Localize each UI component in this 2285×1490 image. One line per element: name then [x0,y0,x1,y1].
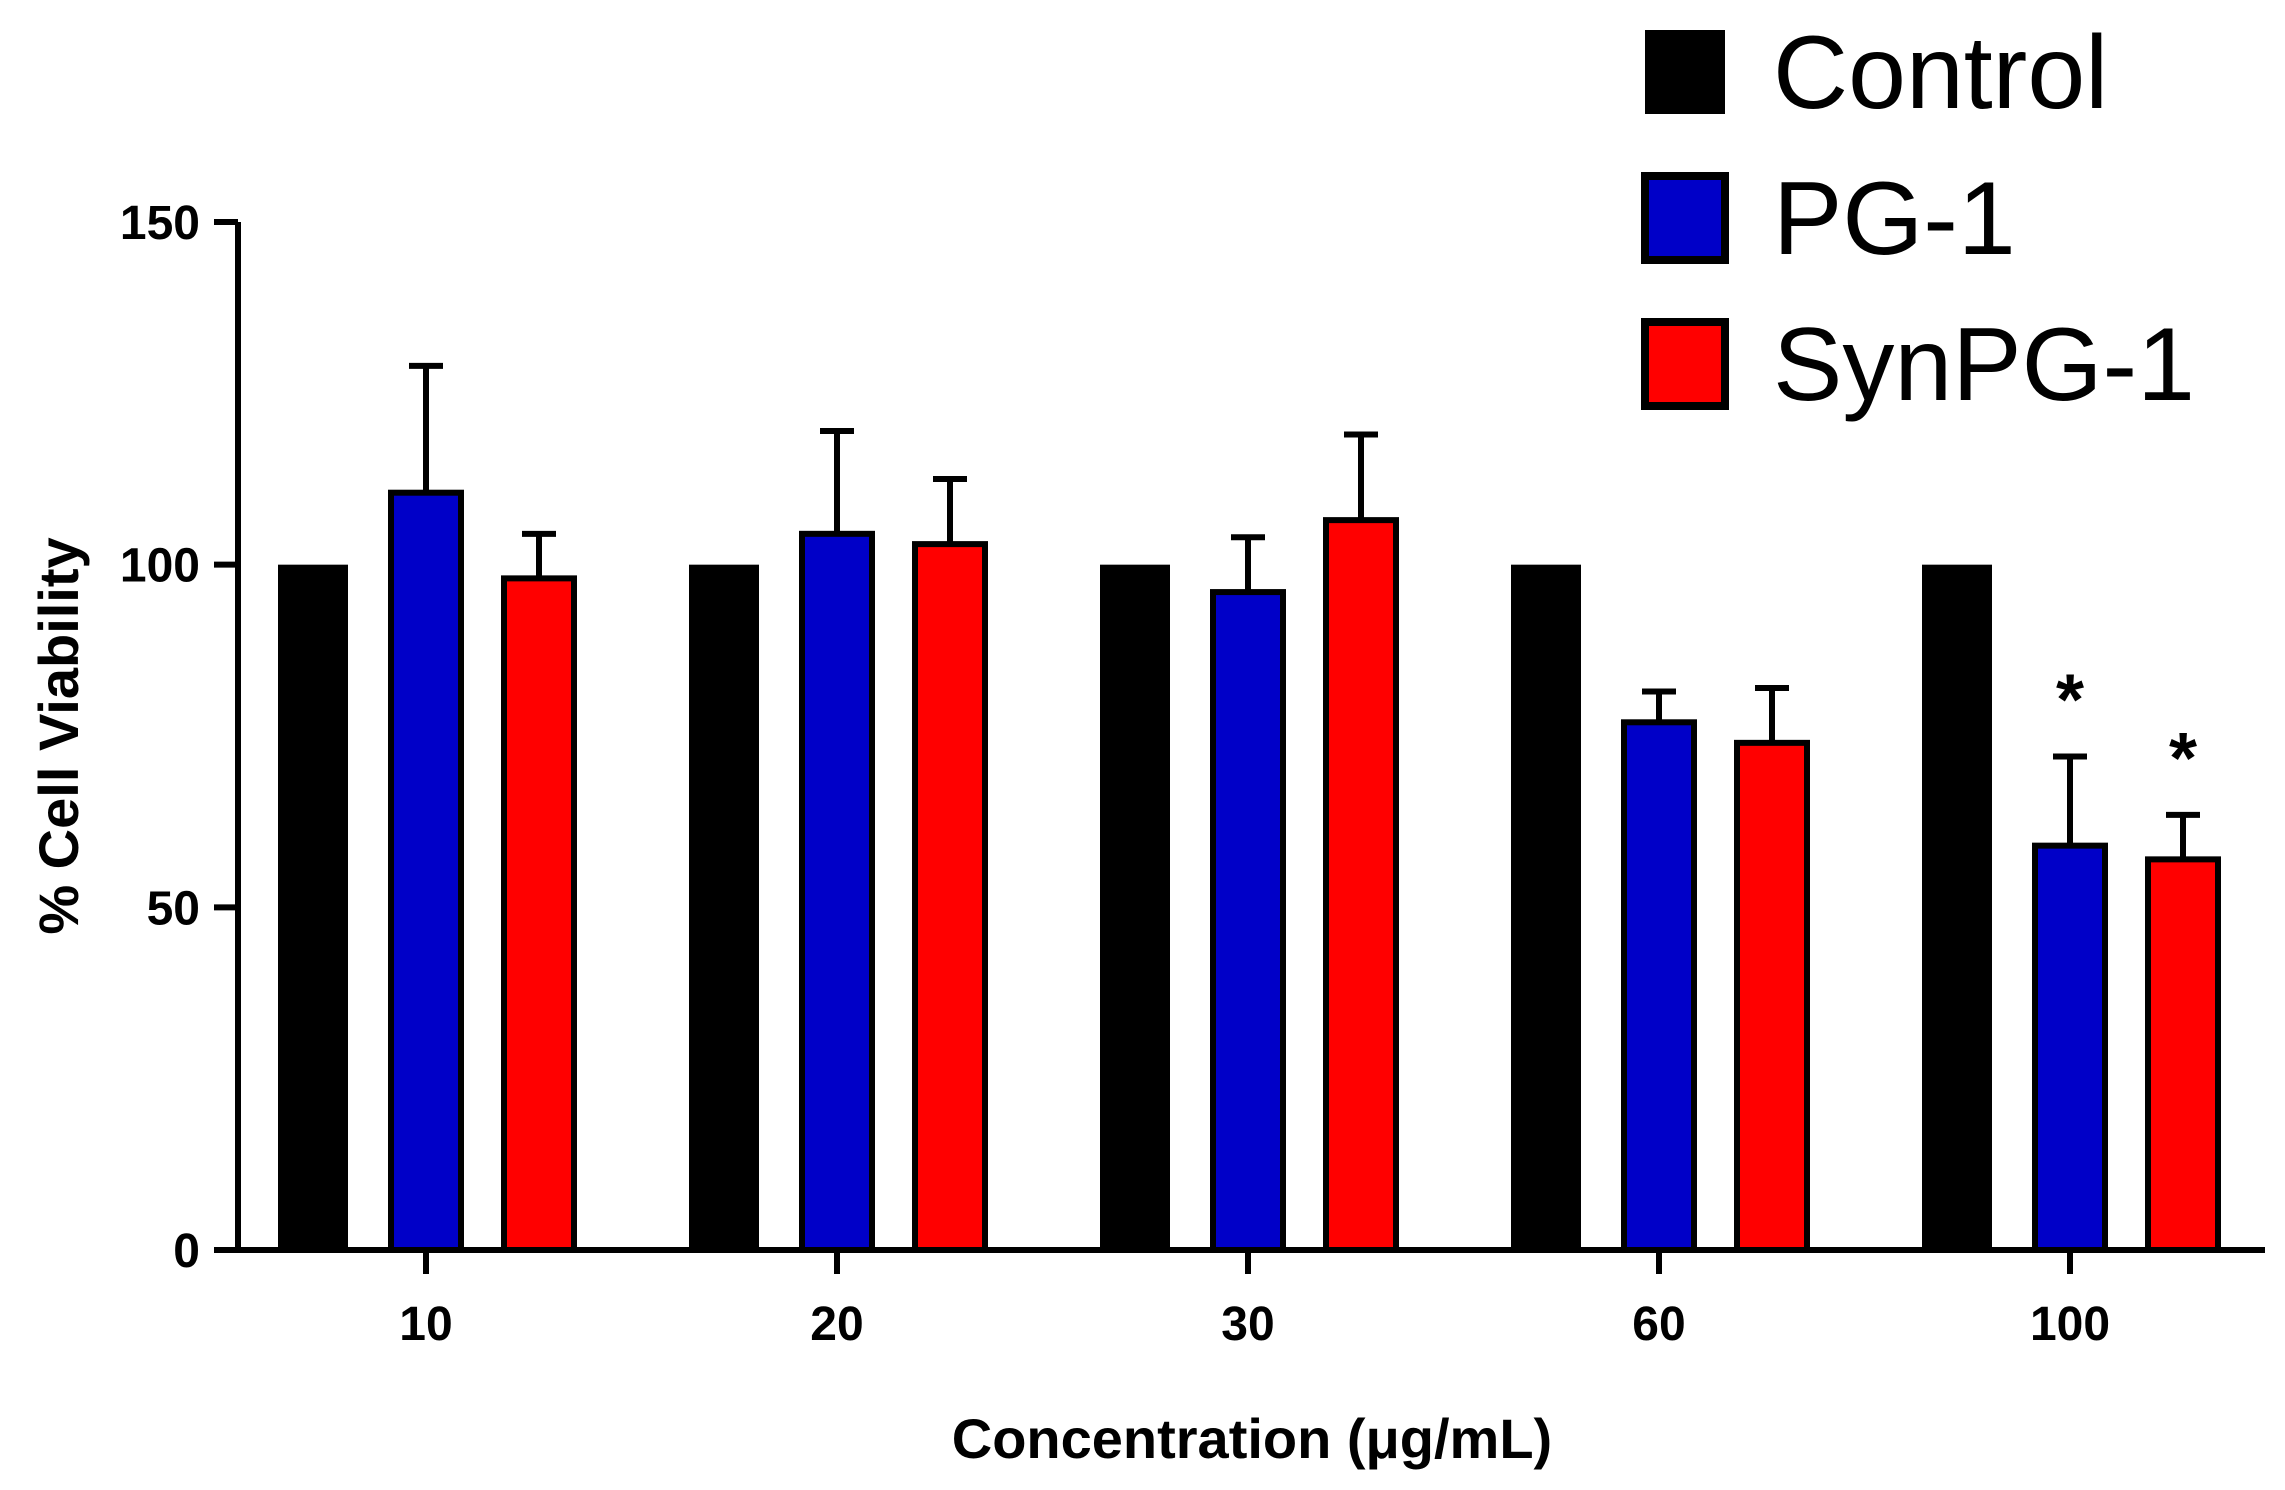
y-tick-label-100: 100 [120,540,200,593]
legend-item-control: Control [1645,15,2108,131]
y-axis-title: % Cell Viability [27,537,90,934]
bar-synpg-1-30 [1323,517,1399,1253]
error-bar-synpg-1-100 [2166,811,2200,860]
error-bar-pg-1-10 [409,362,443,493]
bars-layer [278,489,2221,1253]
bar-synpg-1-10 [501,575,577,1253]
y-tick-label-50: 50 [147,882,200,935]
error-bar-pg-1-100 [2053,753,2087,846]
annotations-layer: ** [2056,661,2197,799]
legend-swatch-pg-1 [1641,172,1729,264]
x-tick-label-20: 20 [810,1298,863,1351]
error-bar-pg-1-60 [1642,688,1676,723]
x-ticks-layer: 10 20 30 60 100 [399,1250,2110,1351]
y-tick-label-0: 0 [173,1225,200,1278]
legend-label-control: Control [1773,15,2108,131]
bar-control-30 [1100,564,1170,1250]
bar-pg-1-60 [1621,719,1697,1253]
x-tick-label-30: 30 [1221,1298,1274,1351]
error-bar-pg-1-20 [820,428,854,534]
bar-pg-1-20 [799,530,875,1253]
bar-control-10 [278,564,348,1250]
bar-pg-1-100 [2032,842,2108,1253]
legend-label-pg-1: PG-1 [1773,161,2016,277]
y-ticks-layer: 0 50 100 150 [120,197,238,1278]
x-tick-label-10: 10 [399,1298,452,1351]
x-axis-title: Concentration (μg/mL) [952,1407,1552,1470]
error-bars-layer [409,362,2200,860]
legend: Control PG-1 SynPG-1 [1641,15,2195,423]
x-tick-label-60: 60 [1632,1298,1685,1351]
error-bar-synpg-1-30 [1344,431,1378,521]
bar-synpg-1-20 [912,541,988,1253]
bar-control-100 [1922,564,1992,1250]
error-bar-synpg-1-60 [1755,685,1789,743]
legend-item-pg-1: PG-1 [1641,161,2016,277]
legend-swatch-control [1645,30,1725,114]
bar-synpg-1-100 [2145,856,2221,1253]
bar-control-60 [1511,564,1581,1250]
x-tick-label-100: 100 [2030,1298,2110,1351]
error-bar-pg-1-30 [1231,534,1265,593]
y-tick-label-150: 150 [120,197,200,250]
bar-pg-1-10 [388,489,464,1253]
legend-item-synpg-1: SynPG-1 [1641,307,2195,423]
legend-swatch-synpg-1 [1641,318,1729,410]
error-bar-synpg-1-10 [522,530,556,579]
error-bar-synpg-1-20 [933,476,967,545]
bar-pg-1-30 [1210,589,1286,1253]
significance-marker-synpg-1-100: * [2169,719,2197,799]
legend-label-synpg-1: SynPG-1 [1773,307,2195,423]
significance-marker-pg-1-100: * [2056,661,2084,741]
bar-control-20 [689,564,759,1250]
bar-synpg-1-60 [1734,739,1810,1253]
